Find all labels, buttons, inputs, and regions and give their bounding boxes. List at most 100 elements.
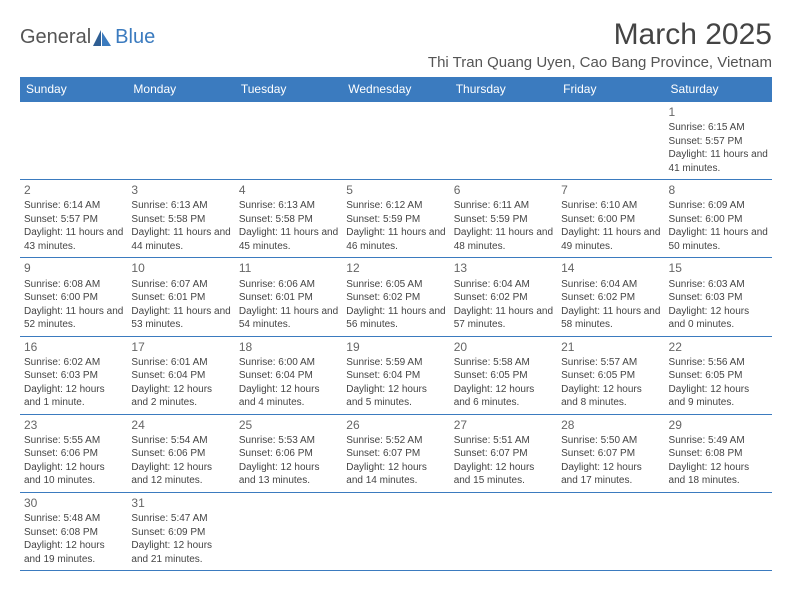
logo: General Blue [20,26,155,49]
calendar-cell: 16Sunrise: 6:02 AMSunset: 6:03 PMDayligh… [20,336,127,414]
day-number: 25 [239,417,338,433]
day-number: 28 [561,417,660,433]
sunset-line: Sunset: 5:58 PM [131,213,230,227]
sunrise-line: Sunrise: 5:58 AM [454,356,553,370]
weekday-header: Wednesday [342,77,449,102]
daylight-line: Daylight: 12 hours and 13 minutes. [239,461,338,488]
sunrise-line: Sunrise: 5:53 AM [239,434,338,448]
calendar-cell: 19Sunrise: 5:59 AMSunset: 6:04 PMDayligh… [342,336,449,414]
sunset-line: Sunset: 6:03 PM [24,369,123,383]
calendar-cell: 8Sunrise: 6:09 AMSunset: 6:00 PMDaylight… [665,180,772,258]
sunset-line: Sunset: 5:59 PM [454,213,553,227]
day-number: 9 [24,260,123,276]
sunrise-line: Sunrise: 6:09 AM [669,199,768,213]
daylight-line: Daylight: 11 hours and 52 minutes. [24,305,123,332]
daylight-line: Daylight: 12 hours and 8 minutes. [561,383,660,410]
sunset-line: Sunset: 6:00 PM [561,213,660,227]
calendar-cell: 27Sunrise: 5:51 AMSunset: 6:07 PMDayligh… [450,414,557,492]
calendar-cell: 3Sunrise: 6:13 AMSunset: 5:58 PMDaylight… [127,180,234,258]
sunset-line: Sunset: 6:04 PM [346,369,445,383]
calendar-cell [450,492,557,570]
sunset-line: Sunset: 6:06 PM [131,447,230,461]
calendar-cell [127,102,234,180]
daylight-line: Daylight: 11 hours and 50 minutes. [669,226,768,253]
calendar-row: 23Sunrise: 5:55 AMSunset: 6:06 PMDayligh… [20,414,772,492]
sunset-line: Sunset: 6:05 PM [669,369,768,383]
daylight-line: Daylight: 11 hours and 41 minutes. [669,148,768,175]
calendar-cell [557,492,664,570]
calendar-cell: 23Sunrise: 5:55 AMSunset: 6:06 PMDayligh… [20,414,127,492]
logo-text-general: General [20,26,91,49]
calendar-cell: 12Sunrise: 6:05 AMSunset: 6:02 PMDayligh… [342,258,449,336]
day-number: 19 [346,339,445,355]
calendar-cell [450,102,557,180]
sunrise-line: Sunrise: 5:52 AM [346,434,445,448]
sunset-line: Sunset: 6:05 PM [561,369,660,383]
daylight-line: Daylight: 11 hours and 46 minutes. [346,226,445,253]
sunset-line: Sunset: 6:04 PM [131,369,230,383]
day-number: 7 [561,182,660,198]
day-number: 8 [669,182,768,198]
day-number: 10 [131,260,230,276]
day-number: 26 [346,417,445,433]
daylight-line: Daylight: 12 hours and 21 minutes. [131,539,230,566]
calendar-cell: 22Sunrise: 5:56 AMSunset: 6:05 PMDayligh… [665,336,772,414]
calendar-cell: 14Sunrise: 6:04 AMSunset: 6:02 PMDayligh… [557,258,664,336]
calendar-cell: 28Sunrise: 5:50 AMSunset: 6:07 PMDayligh… [557,414,664,492]
sunset-line: Sunset: 5:58 PM [239,213,338,227]
sunset-line: Sunset: 6:02 PM [561,291,660,305]
calendar-cell: 13Sunrise: 6:04 AMSunset: 6:02 PMDayligh… [450,258,557,336]
daylight-line: Daylight: 12 hours and 18 minutes. [669,461,768,488]
calendar-cell [235,492,342,570]
calendar-cell [557,102,664,180]
daylight-line: Daylight: 11 hours and 58 minutes. [561,305,660,332]
calendar-cell [665,492,772,570]
sunset-line: Sunset: 6:08 PM [669,447,768,461]
calendar-cell: 20Sunrise: 5:58 AMSunset: 6:05 PMDayligh… [450,336,557,414]
daylight-line: Daylight: 12 hours and 17 minutes. [561,461,660,488]
calendar-row: 9Sunrise: 6:08 AMSunset: 6:00 PMDaylight… [20,258,772,336]
day-number: 29 [669,417,768,433]
location-subtitle: Thi Tran Quang Uyen, Cao Bang Province, … [428,54,772,71]
sunset-line: Sunset: 6:07 PM [346,447,445,461]
daylight-line: Daylight: 12 hours and 5 minutes. [346,383,445,410]
calendar-cell: 24Sunrise: 5:54 AMSunset: 6:06 PMDayligh… [127,414,234,492]
sunrise-line: Sunrise: 5:48 AM [24,512,123,526]
daylight-line: Daylight: 12 hours and 0 minutes. [669,305,768,332]
calendar-cell: 11Sunrise: 6:06 AMSunset: 6:01 PMDayligh… [235,258,342,336]
daylight-line: Daylight: 11 hours and 48 minutes. [454,226,553,253]
day-number: 22 [669,339,768,355]
day-number: 14 [561,260,660,276]
sunrise-line: Sunrise: 6:02 AM [24,356,123,370]
day-number: 16 [24,339,123,355]
sunset-line: Sunset: 6:00 PM [669,213,768,227]
sunrise-line: Sunrise: 6:00 AM [239,356,338,370]
daylight-line: Daylight: 11 hours and 56 minutes. [346,305,445,332]
sunset-line: Sunset: 6:04 PM [239,369,338,383]
calendar-cell [342,492,449,570]
daylight-line: Daylight: 12 hours and 14 minutes. [346,461,445,488]
calendar-table: Sunday Monday Tuesday Wednesday Thursday… [20,77,772,571]
sunrise-line: Sunrise: 6:15 AM [669,121,768,135]
sunset-line: Sunset: 6:01 PM [131,291,230,305]
header: General Blue March 2025 Thi Tran Quang U… [20,18,772,71]
sunrise-line: Sunrise: 6:11 AM [454,199,553,213]
calendar-cell [342,102,449,180]
calendar-cell: 7Sunrise: 6:10 AMSunset: 6:00 PMDaylight… [557,180,664,258]
sunset-line: Sunset: 6:01 PM [239,291,338,305]
day-number: 2 [24,182,123,198]
month-title: March 2025 [428,18,772,52]
day-number: 15 [669,260,768,276]
sunrise-line: Sunrise: 6:07 AM [131,278,230,292]
day-number: 27 [454,417,553,433]
calendar-cell [20,102,127,180]
day-number: 5 [346,182,445,198]
sunset-line: Sunset: 6:03 PM [669,291,768,305]
calendar-cell: 18Sunrise: 6:00 AMSunset: 6:04 PMDayligh… [235,336,342,414]
sunrise-line: Sunrise: 5:54 AM [131,434,230,448]
daylight-line: Daylight: 11 hours and 53 minutes. [131,305,230,332]
calendar-cell: 6Sunrise: 6:11 AMSunset: 5:59 PMDaylight… [450,180,557,258]
calendar-cell: 4Sunrise: 6:13 AMSunset: 5:58 PMDaylight… [235,180,342,258]
sunrise-line: Sunrise: 6:14 AM [24,199,123,213]
weekday-header: Tuesday [235,77,342,102]
